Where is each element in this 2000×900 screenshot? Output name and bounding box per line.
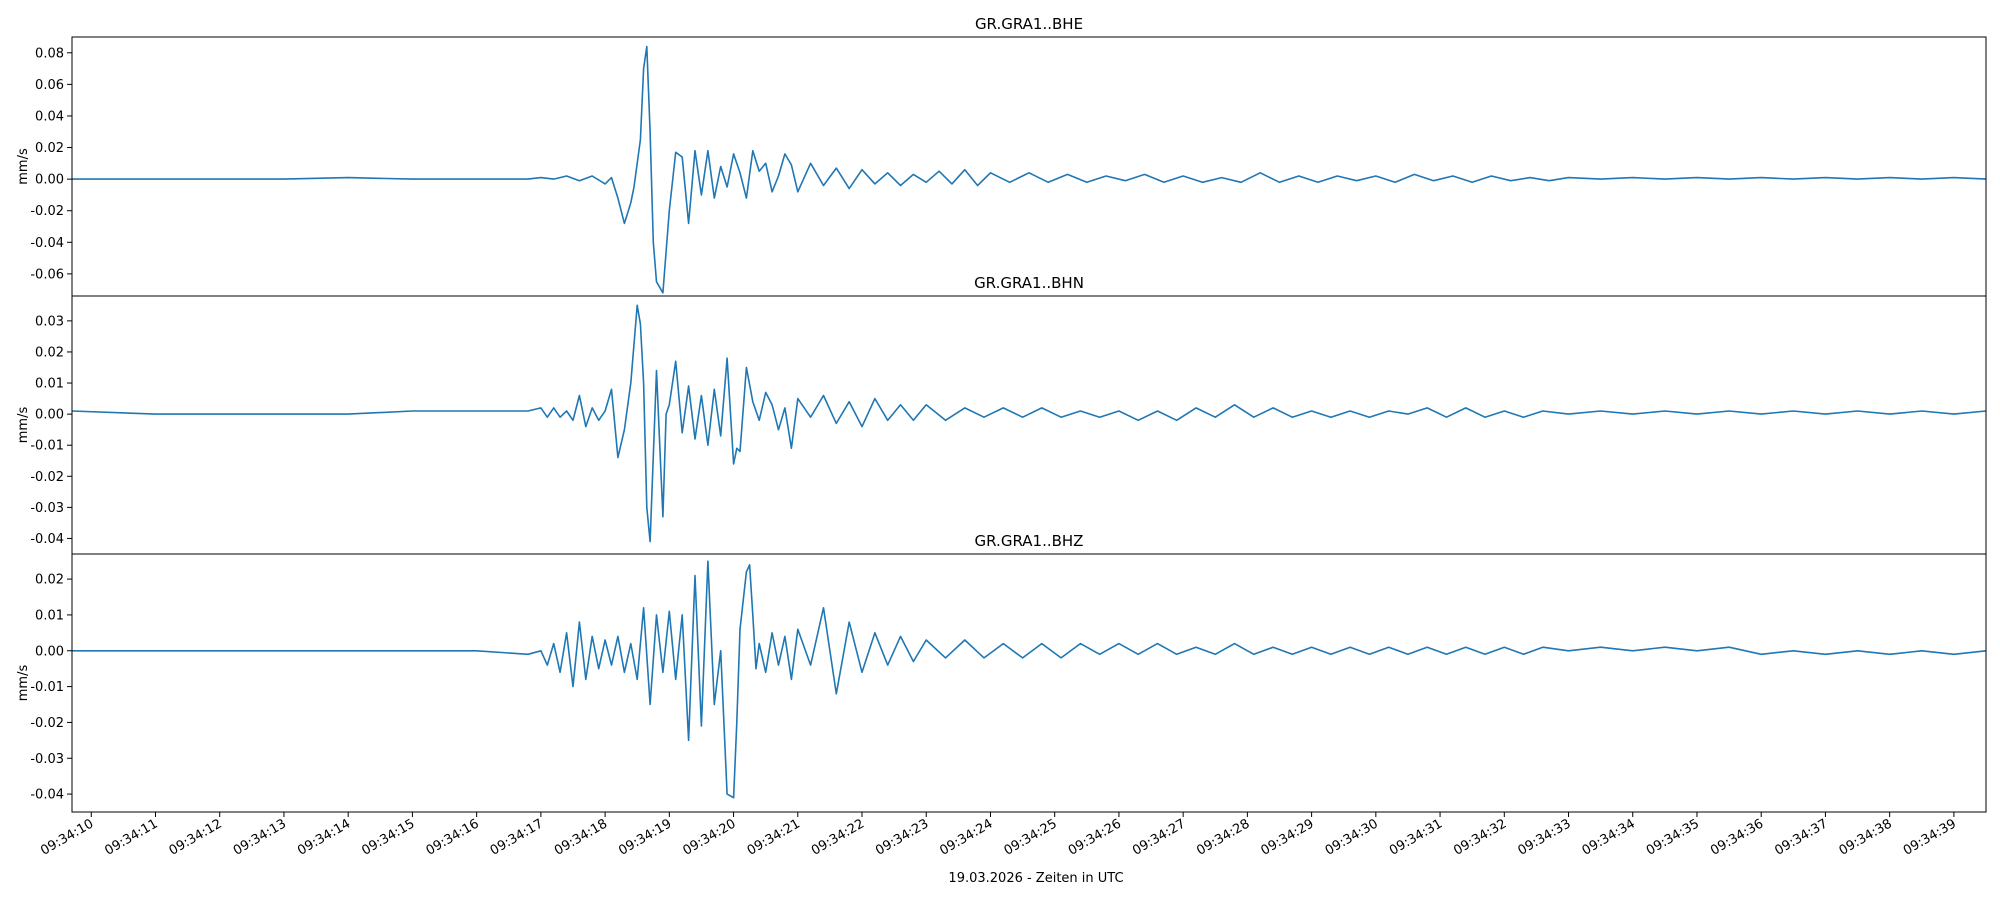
x-tick-label: 09:34:14 bbox=[295, 816, 353, 858]
y-tick-label: 0.04 bbox=[35, 109, 64, 124]
panel-title: GR.GRA1..BHN bbox=[974, 274, 1084, 292]
y-tick-label: -0.01 bbox=[30, 439, 64, 454]
y-tick-label: -0.03 bbox=[30, 752, 64, 767]
y-tick-label: 0.01 bbox=[35, 377, 64, 392]
y-axis-label: mm/s bbox=[16, 407, 31, 444]
y-tick-label: 0.02 bbox=[35, 141, 64, 156]
y-axis-label: mm/s bbox=[16, 148, 31, 185]
y-tick-label: 0.00 bbox=[35, 173, 64, 188]
y-tick-label: 0.00 bbox=[35, 408, 64, 423]
x-tick-label: 09:34:34 bbox=[1580, 816, 1638, 858]
panel-2: GR.GRA1..BHN mm/s -0.04 -0.03 -0.02 -0.01 0.00… bbox=[16, 274, 1987, 555]
y-tick-label: -0.02 bbox=[30, 470, 64, 485]
x-tick-label: 09:34:35 bbox=[1644, 816, 1702, 858]
x-tick-label: 09:34:27 bbox=[1130, 816, 1188, 858]
y-tick-label: -0.02 bbox=[30, 716, 64, 731]
x-axis-label: 19.03.2026 - Zeiten in UTC bbox=[948, 871, 1123, 886]
waveform-trace bbox=[71, 304, 1987, 543]
x-tick-label: 09:34:33 bbox=[1515, 816, 1573, 858]
x-tick-label: 09:34:30 bbox=[1323, 816, 1381, 858]
x-tick-label: 09:34:18 bbox=[552, 816, 610, 858]
waveform-trace bbox=[72, 45, 1987, 294]
x-tick-label: 09:34:15 bbox=[359, 816, 417, 858]
x-tick-label: 09:34:23 bbox=[873, 816, 931, 858]
x-tick-label: 09:34:11 bbox=[102, 816, 160, 858]
x-tick-label: 09:34:25 bbox=[1002, 816, 1060, 858]
x-tick-label: 09:34:26 bbox=[1066, 816, 1124, 858]
x-tick-label: 09:34:16 bbox=[424, 816, 482, 858]
x-tick-label: 09:34:37 bbox=[1772, 816, 1830, 858]
x-tick-label: 09:34:10 bbox=[38, 816, 96, 858]
x-tick-label: 09:34:19 bbox=[616, 816, 674, 858]
x-tick-label: 09:34:17 bbox=[488, 816, 546, 858]
waveform-trace bbox=[72, 560, 1987, 799]
y-tick-label: -0.03 bbox=[30, 501, 64, 516]
panel-title: GR.GRA1..BHE bbox=[975, 15, 1083, 33]
x-tick-label: 09:34:21 bbox=[745, 816, 803, 858]
y-tick-label: 0.02 bbox=[35, 573, 64, 588]
y-tick-label: -0.04 bbox=[30, 788, 64, 803]
panel-title: GR.GRA1..BHZ bbox=[975, 532, 1084, 550]
panel-frame bbox=[71, 553, 1987, 813]
panel-frame bbox=[71, 295, 1987, 555]
y-tick-label: 0.02 bbox=[35, 345, 64, 360]
x-tick-label: 09:34:13 bbox=[231, 816, 289, 858]
y-tick-label: 0.06 bbox=[35, 78, 64, 93]
panels-group: GR.GRA1..BHE mm/s -0.06 -0.04 -0.02 0.00 0.02 0… bbox=[16, 15, 1987, 813]
y-axis-label: mm/s bbox=[16, 665, 31, 702]
x-tick-label: 09:34:24 bbox=[937, 816, 995, 858]
x-tick-label: 09:34:20 bbox=[680, 816, 738, 858]
panel-frame bbox=[71, 36, 1987, 297]
x-tick-label: 09:34:22 bbox=[809, 816, 867, 858]
x-tick-label: 09:34:28 bbox=[1194, 816, 1252, 858]
y-tick-label: -0.06 bbox=[30, 267, 64, 282]
y-tick-label: -0.04 bbox=[30, 532, 64, 547]
y-tick-label: 0.03 bbox=[35, 314, 64, 329]
y-tick-label: 0.01 bbox=[35, 608, 64, 623]
panel-3: GR.GRA1..BHZ mm/s -0.04 -0.03 -0.02 -0.01 0.00… bbox=[16, 532, 1987, 813]
panel-1: GR.GRA1..BHE mm/s -0.06 -0.04 -0.02 0.00 0.02 0… bbox=[16, 15, 1987, 297]
y-tick-label: -0.01 bbox=[30, 680, 64, 695]
x-tick-label: 09:34:12 bbox=[167, 816, 225, 858]
y-tick-label: -0.04 bbox=[30, 236, 64, 251]
y-tick-label: -0.02 bbox=[30, 204, 64, 219]
x-tick-label: 09:34:32 bbox=[1451, 816, 1509, 858]
x-tick-label: 09:34:36 bbox=[1708, 816, 1766, 858]
x-tick-label: 09:34:31 bbox=[1387, 816, 1445, 858]
y-tick-label: 0.08 bbox=[35, 46, 64, 61]
y-tick-label: 0.00 bbox=[35, 644, 64, 659]
x-tick-label: 09:34:38 bbox=[1837, 816, 1895, 858]
x-tick-label: 09:34:39 bbox=[1901, 816, 1959, 858]
x-tick-label: 09:34:29 bbox=[1259, 816, 1317, 858]
time-axis: 09:34:10 09:34:11 09:34:12 09:34:13 09:34:14… bbox=[38, 812, 1959, 859]
